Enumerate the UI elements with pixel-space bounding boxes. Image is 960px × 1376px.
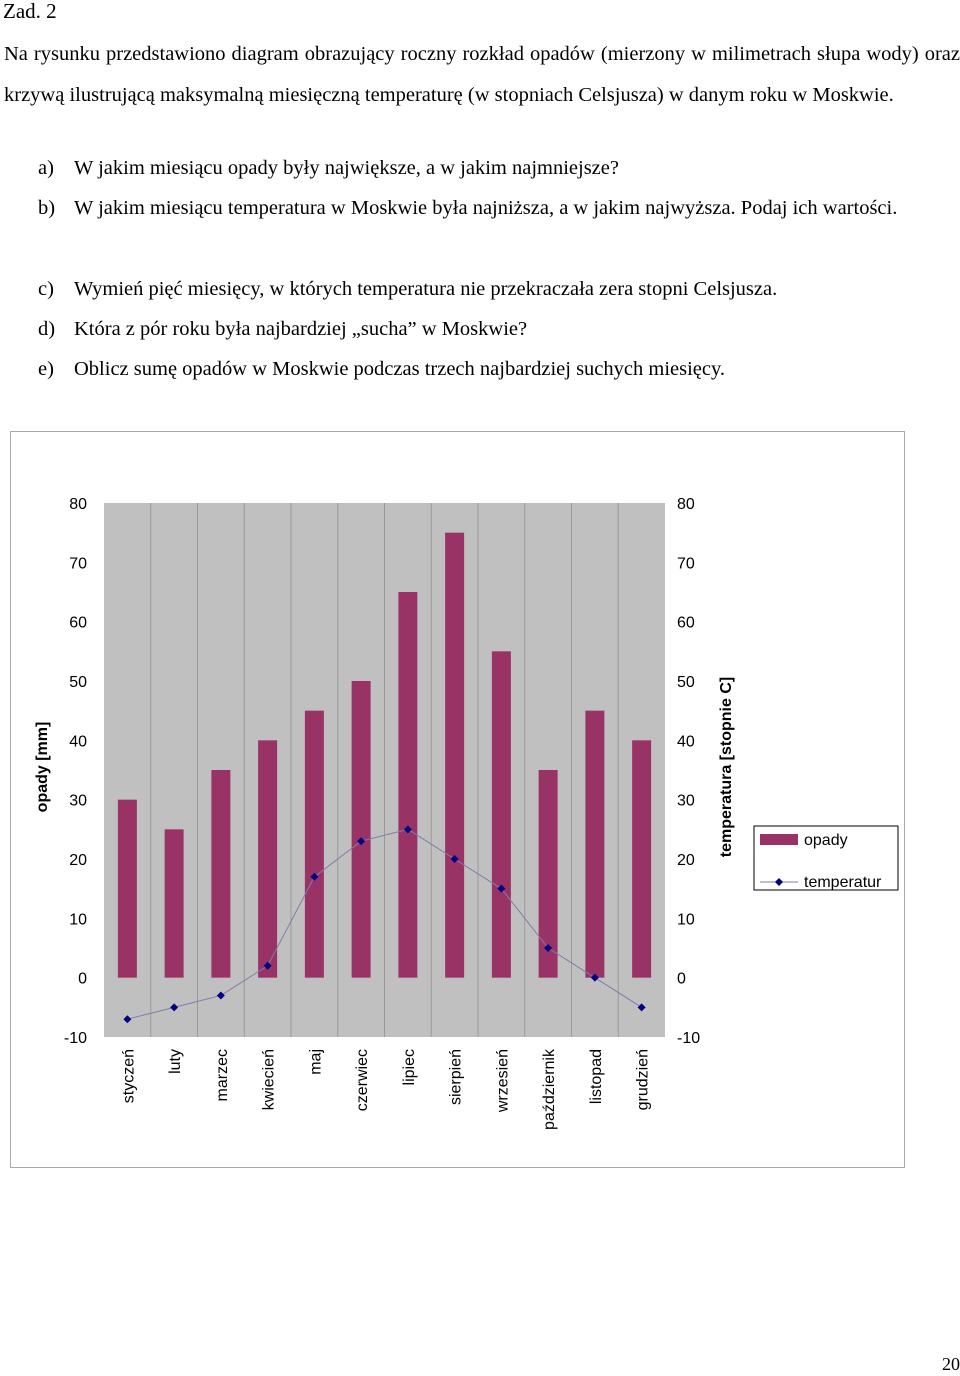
bar-opady	[211, 770, 231, 978]
y2-tick-label: 70	[677, 555, 695, 572]
bar-opady	[632, 740, 652, 978]
question-c-label: c)	[38, 278, 54, 300]
task-heading: Zad. 2	[3, 0, 57, 23]
y2-tick-label: 30	[677, 793, 695, 810]
question-c-text: Wymień pięć miesięcy, w których temperat…	[74, 278, 778, 300]
legend-swatch-opady	[760, 834, 798, 845]
point-temperatur	[170, 1003, 179, 1012]
y-tick-label: 0	[78, 971, 87, 988]
question-d-text: Która z pór roku była najbardziej „sucha…	[74, 318, 528, 340]
question-e-label: e)	[38, 358, 54, 380]
x-tick-label: sierpień	[448, 1049, 465, 1105]
y2-tick-label: -10	[677, 1030, 700, 1047]
bar-opady	[398, 592, 418, 978]
line-temperatur	[127, 828, 642, 1020]
x-tick-label: kwiecień	[261, 1049, 278, 1110]
task-intro: Na rysunku przedstawiono diagram obrazuj…	[4, 43, 960, 106]
question-b-label: b)	[38, 197, 56, 219]
point-temperatur	[216, 991, 225, 1000]
y-tick-label: 20	[69, 852, 87, 869]
x-tick-label: listopad	[588, 1049, 605, 1104]
y-tick-label: 40	[69, 733, 87, 750]
y2-tick-label: 50	[677, 674, 695, 691]
x-tick-label: czerwiec	[354, 1049, 371, 1111]
point-temperatur	[357, 837, 366, 846]
x-tick-label: lipiec	[401, 1049, 418, 1085]
y2-axis-title: temperatura [stopnie C]	[718, 677, 735, 857]
point-temperatur	[450, 855, 459, 863]
point-temperatur	[637, 1003, 646, 1012]
y-tick-label: 70	[69, 555, 87, 572]
point-temperatur	[590, 973, 599, 982]
page-number: 20	[942, 1354, 960, 1374]
question-c: c) Wymień pięć miesięcy, w których tempe…	[38, 269, 960, 310]
x-tick-label: grudzień	[635, 1049, 652, 1110]
bar-opady	[585, 710, 605, 978]
question-e: e) Oblicz sumę opadów w Moskwie podczas …	[38, 349, 960, 390]
x-tick-label: styczeń	[120, 1049, 137, 1103]
legend-label-temperatur: temperatur	[804, 874, 882, 891]
y-tick-label: -10	[64, 1030, 87, 1047]
y-tick-label: 80	[69, 496, 87, 513]
point-temperatur	[310, 872, 319, 881]
question-e-text: Oblicz sumę opadów w Moskwie podczas trz…	[74, 358, 726, 380]
point-temperatur	[497, 884, 506, 893]
question-a-text: W jakim miesiącu opady były największe, …	[74, 157, 619, 179]
bar-opady	[491, 651, 511, 978]
bar-opady	[445, 532, 465, 978]
y-tick-label: 50	[69, 674, 87, 691]
y2-tick-label: 10	[677, 911, 695, 928]
bar-opady	[164, 829, 184, 978]
y-tick-label: 60	[69, 615, 87, 632]
x-tick-label: luty	[167, 1049, 184, 1074]
y-tick-label: 30	[69, 793, 87, 810]
x-tick-label: marzec	[214, 1049, 231, 1101]
y2-tick-label: 80	[677, 496, 695, 513]
point-temperatur	[123, 1015, 132, 1024]
legend-swatch-marker-temperatur	[775, 878, 783, 886]
y-tick-label: 10	[69, 911, 87, 928]
question-d: d) Która z pór roku była najbardziej „su…	[38, 309, 960, 350]
question-b-text: W jakim miesiącu temperatura w Moskwie b…	[74, 197, 898, 219]
question-d-label: d)	[38, 318, 56, 340]
y2-tick-label: 20	[677, 852, 695, 869]
precipitation-temperature-chart: 80 80 70 70 60 60 50 50 40 40 30 30 20 20 10 10 0 0 -10 -10…	[34, 496, 899, 1130]
bar-opady	[117, 799, 137, 978]
x-tick-label: październik	[541, 1048, 558, 1130]
question-a: a) W jakim miesiącu opady były największ…	[38, 148, 960, 189]
bar-opady	[304, 710, 324, 978]
y2-tick-label: 40	[677, 733, 695, 750]
question-a-label: a)	[38, 157, 54, 179]
bar-opady	[258, 740, 278, 978]
question-b: b) W jakim miesiącu temperatura w Moskwi…	[38, 188, 960, 229]
y2-tick-label: 60	[677, 615, 695, 632]
bar-opady	[538, 770, 558, 978]
legend-label-opady: opady	[804, 832, 848, 849]
bar-opady	[351, 681, 371, 978]
y2-tick-label: 0	[677, 971, 686, 988]
point-temperatur	[544, 944, 553, 952]
y-axis-title: opady [mm]	[34, 722, 51, 813]
chart-area: 80 80 70 70 60 60 50 50 40 40 30 30 20 20 10 10 0 0 -10 -10…	[10, 431, 905, 1168]
point-temperatur	[403, 825, 412, 834]
point-temperatur	[263, 961, 272, 970]
x-tick-label: maj	[307, 1049, 324, 1075]
x-tick-label: wrzesień	[494, 1049, 511, 1113]
